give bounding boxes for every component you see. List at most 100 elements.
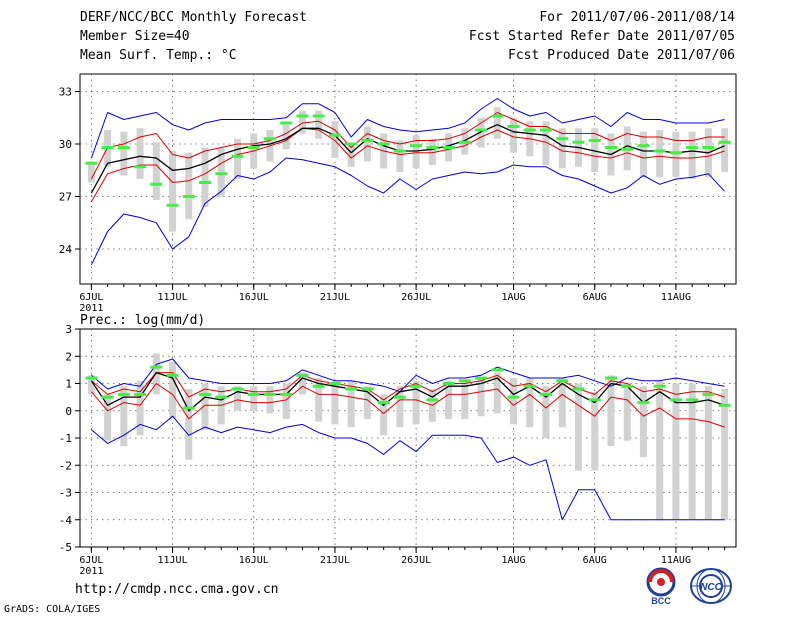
member-range-box — [396, 386, 404, 428]
panel-title: Prec.: log(mm/d) — [80, 313, 205, 328]
y-tick-label: 2 — [65, 350, 72, 363]
member-range-box — [412, 135, 420, 169]
chart-title: DERF/NCC/BCC Monthly Forecast — [80, 10, 307, 25]
member-size: Member Size=40 — [80, 29, 190, 44]
member-range-box — [445, 380, 453, 419]
member-range-box — [656, 380, 664, 520]
x-tick-label: 6JUL — [79, 292, 103, 303]
member-range-box — [217, 147, 225, 197]
plot-frame — [79, 73, 737, 285]
member-range-box — [266, 386, 274, 414]
member-range-box — [542, 121, 550, 165]
y-tick-label: -1 — [59, 432, 72, 445]
x-tick-label: 6AUG — [583, 292, 607, 303]
x-tick-label: 6AUG — [583, 555, 607, 566]
member-range-box — [87, 161, 95, 183]
source-url[interactable]: http://cmdp.ncc.cma.gov.cn — [75, 582, 279, 597]
x-tick-label: 16JUL — [239, 555, 269, 566]
member-range-box — [169, 151, 177, 232]
y-tick-label: 33 — [59, 86, 72, 99]
member-range-box — [347, 380, 355, 428]
member-range-box — [412, 380, 420, 425]
member-range-box — [298, 372, 306, 395]
series-line-min — [91, 415, 725, 521]
member-range-box — [510, 378, 518, 425]
member-range-box — [234, 138, 242, 179]
y-tick-label: -2 — [59, 459, 72, 472]
member-range-box — [477, 117, 485, 148]
y-tick-label: -4 — [59, 514, 73, 527]
member-range-box — [721, 388, 729, 520]
member-range-box — [331, 380, 339, 425]
variable-label: Mean Surf. Temp.: °C — [80, 48, 237, 63]
member-range-box — [363, 126, 371, 162]
member-range-box — [591, 391, 599, 471]
member-range-box — [656, 130, 664, 178]
member-range-box — [574, 383, 582, 471]
member-range-box — [363, 386, 371, 419]
member-range-box — [623, 383, 631, 441]
y-tick-label: -5 — [59, 541, 72, 554]
y-tick-label: -3 — [59, 487, 72, 500]
x-tick-label: 11AUG — [661, 292, 691, 303]
series-line-lower — [90, 127, 725, 203]
grads-credit: GrADS: COLA/IGES — [4, 604, 101, 615]
member-range-box — [380, 394, 388, 436]
member-range-box — [721, 128, 729, 172]
x-tick-label: 11JUL — [157, 555, 187, 566]
x-year-label: 2011 — [79, 566, 103, 577]
member-range-box — [250, 386, 258, 411]
member-range-box — [315, 378, 323, 422]
member-range-box — [558, 128, 566, 169]
y-tick-label: 1 — [65, 378, 72, 391]
member-range-box — [169, 361, 177, 419]
member-range-box — [607, 375, 615, 447]
member-range-box — [201, 383, 209, 430]
member-range-box — [120, 386, 128, 447]
member-range-box — [234, 386, 242, 411]
x-tick-label: 1AUG — [501, 292, 525, 303]
y-tick-label: 3 — [65, 323, 72, 336]
member-range-box — [396, 140, 404, 172]
series-line-ensemble-mean — [90, 371, 725, 412]
x-tick-label: 26JUL — [401, 292, 431, 303]
series-line-upper — [91, 372, 725, 401]
member-range-box — [704, 386, 712, 520]
member-range-box — [639, 386, 647, 458]
y-tick-label: 24 — [59, 243, 73, 256]
fcst-started-date: Fcst Started Refer Date 2011/07/05 — [468, 29, 735, 44]
member-range-box — [331, 121, 339, 158]
member-range-box — [104, 394, 112, 441]
member-range-box — [152, 353, 160, 395]
member-range-box — [526, 378, 534, 428]
series-line-lower — [91, 383, 725, 428]
member-range-box — [428, 138, 436, 165]
x-tick-label: 1AUG — [501, 555, 525, 566]
member-range-box — [542, 386, 550, 438]
series-line-ensemble-mean — [90, 124, 725, 194]
member-range-box — [87, 375, 95, 395]
forecast-period: For 2011/07/06-2011/08/14 — [539, 10, 735, 25]
member-range-box — [282, 124, 290, 150]
header-left: DERF/NCC/BCC Monthly Forecast Member Siz… — [80, 8, 307, 65]
member-range-box — [558, 378, 566, 428]
member-range-box — [477, 378, 485, 417]
bcc-logo-icon: BCC — [646, 567, 676, 606]
series-line-min — [90, 98, 725, 159]
ncc-logo-text: NCC — [700, 582, 722, 593]
x-tick-label: 21JUL — [320, 555, 350, 566]
series-line-upper — [90, 112, 725, 180]
member-range-box — [152, 142, 160, 200]
x-tick-label: 16JUL — [239, 292, 269, 303]
member-range-box — [688, 131, 696, 179]
member-range-box — [688, 383, 696, 520]
member-range-box — [672, 383, 680, 520]
x-tick-label: 11JUL — [157, 292, 187, 303]
y-tick-label: 30 — [59, 138, 72, 151]
x-tick-label: 11AUG — [661, 555, 691, 566]
member-range-box — [347, 144, 355, 167]
bcc-logo-text: BCC — [651, 596, 671, 606]
